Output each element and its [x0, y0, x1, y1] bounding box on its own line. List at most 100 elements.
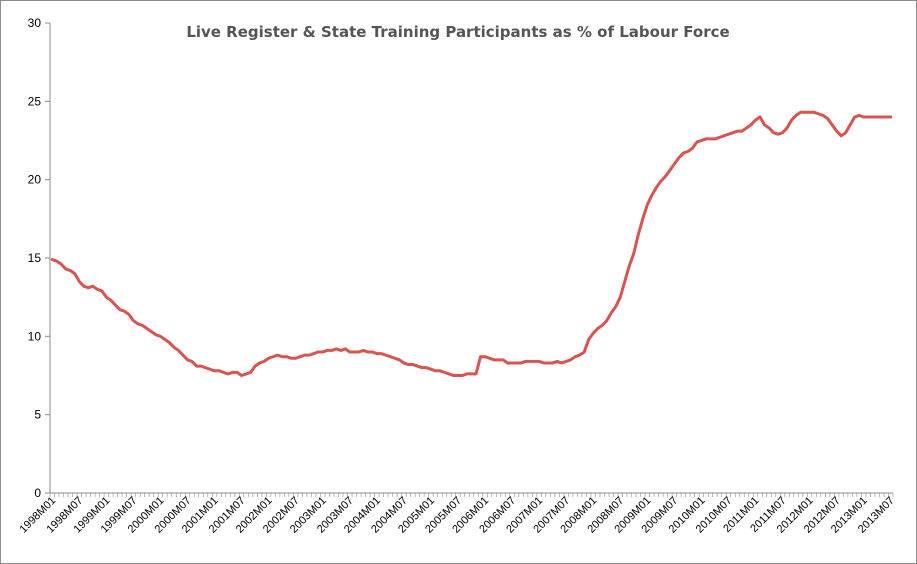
data-point [222, 371, 224, 373]
data-point [718, 136, 720, 138]
data-point [245, 373, 247, 375]
y-axis: 0 5 10 15 20 25 30 [28, 16, 51, 500]
data-point [826, 117, 828, 119]
data-point [804, 111, 806, 113]
data-point [637, 233, 639, 235]
data-point [69, 269, 71, 271]
data-point [569, 359, 571, 361]
data-point [592, 332, 594, 334]
data-point [78, 280, 80, 282]
data-point [497, 359, 499, 361]
data-point [119, 309, 121, 311]
data-point [881, 116, 883, 118]
data-point [461, 374, 463, 376]
data-point [304, 354, 306, 356]
data-point [736, 130, 738, 132]
data-point [132, 319, 134, 321]
data-point [506, 362, 508, 364]
data-point [488, 357, 490, 359]
data-point [159, 335, 161, 337]
data-point [781, 131, 783, 133]
data-point [213, 370, 215, 372]
data-point [574, 356, 576, 358]
data-point [362, 349, 364, 351]
data-point [759, 116, 761, 118]
data-point [610, 312, 612, 314]
data-point [750, 124, 752, 126]
data-point [96, 288, 98, 290]
data-point [92, 285, 94, 287]
data-point [578, 354, 580, 356]
data-point [204, 366, 206, 368]
data-point [182, 354, 184, 356]
data-point [502, 359, 504, 361]
data-point [741, 130, 743, 132]
y-tick-label: 25 [28, 94, 42, 108]
data-point [556, 360, 558, 362]
data-point [349, 351, 351, 353]
data-point [678, 157, 680, 159]
data-point [588, 338, 590, 340]
data-point [331, 349, 333, 351]
data-point [560, 362, 562, 364]
data-point [385, 354, 387, 356]
data-point [628, 265, 630, 267]
data-point [606, 319, 608, 321]
data-point [123, 310, 125, 312]
data-point [353, 351, 355, 353]
data-point [195, 365, 197, 367]
data-point [227, 373, 229, 375]
data-point [344, 348, 346, 350]
data-point [294, 357, 296, 359]
data-point [412, 363, 414, 365]
data-point [466, 373, 468, 375]
data-point [651, 194, 653, 196]
data-point [714, 138, 716, 140]
data-point [682, 152, 684, 154]
data-point [443, 371, 445, 373]
data-point [777, 133, 779, 135]
data-point [380, 352, 382, 354]
data-point [51, 258, 53, 260]
data-point [150, 330, 152, 332]
data-point [263, 360, 265, 362]
data-point [831, 124, 833, 126]
data-point [867, 116, 869, 118]
data-point [425, 366, 427, 368]
data-point [615, 305, 617, 307]
data-point [421, 366, 423, 368]
data-point [299, 356, 301, 358]
data-point [646, 204, 648, 206]
data-point [817, 113, 819, 115]
data-point [56, 260, 58, 262]
data-point [786, 127, 788, 129]
data-point [493, 359, 495, 361]
y-tick-label: 10 [28, 329, 42, 343]
data-point [795, 114, 797, 116]
data-point [840, 135, 842, 137]
data-point [538, 360, 540, 362]
data-point [416, 365, 418, 367]
data-point [254, 365, 256, 367]
data-point [128, 313, 130, 315]
data-point [340, 349, 342, 351]
data-point [853, 116, 855, 118]
data-point [745, 127, 747, 129]
data-point [114, 304, 116, 306]
data-point [520, 362, 522, 364]
data-point [231, 371, 233, 373]
data-point [655, 186, 657, 188]
data-point [209, 368, 211, 370]
data-point [669, 169, 671, 171]
data-point [475, 373, 477, 375]
data-point [87, 287, 89, 289]
data-point [813, 111, 815, 113]
data-point [633, 252, 635, 254]
data-point [394, 357, 396, 359]
data-point [691, 147, 693, 149]
data-point [218, 370, 220, 372]
data-point [240, 374, 242, 376]
data-point [434, 370, 436, 372]
